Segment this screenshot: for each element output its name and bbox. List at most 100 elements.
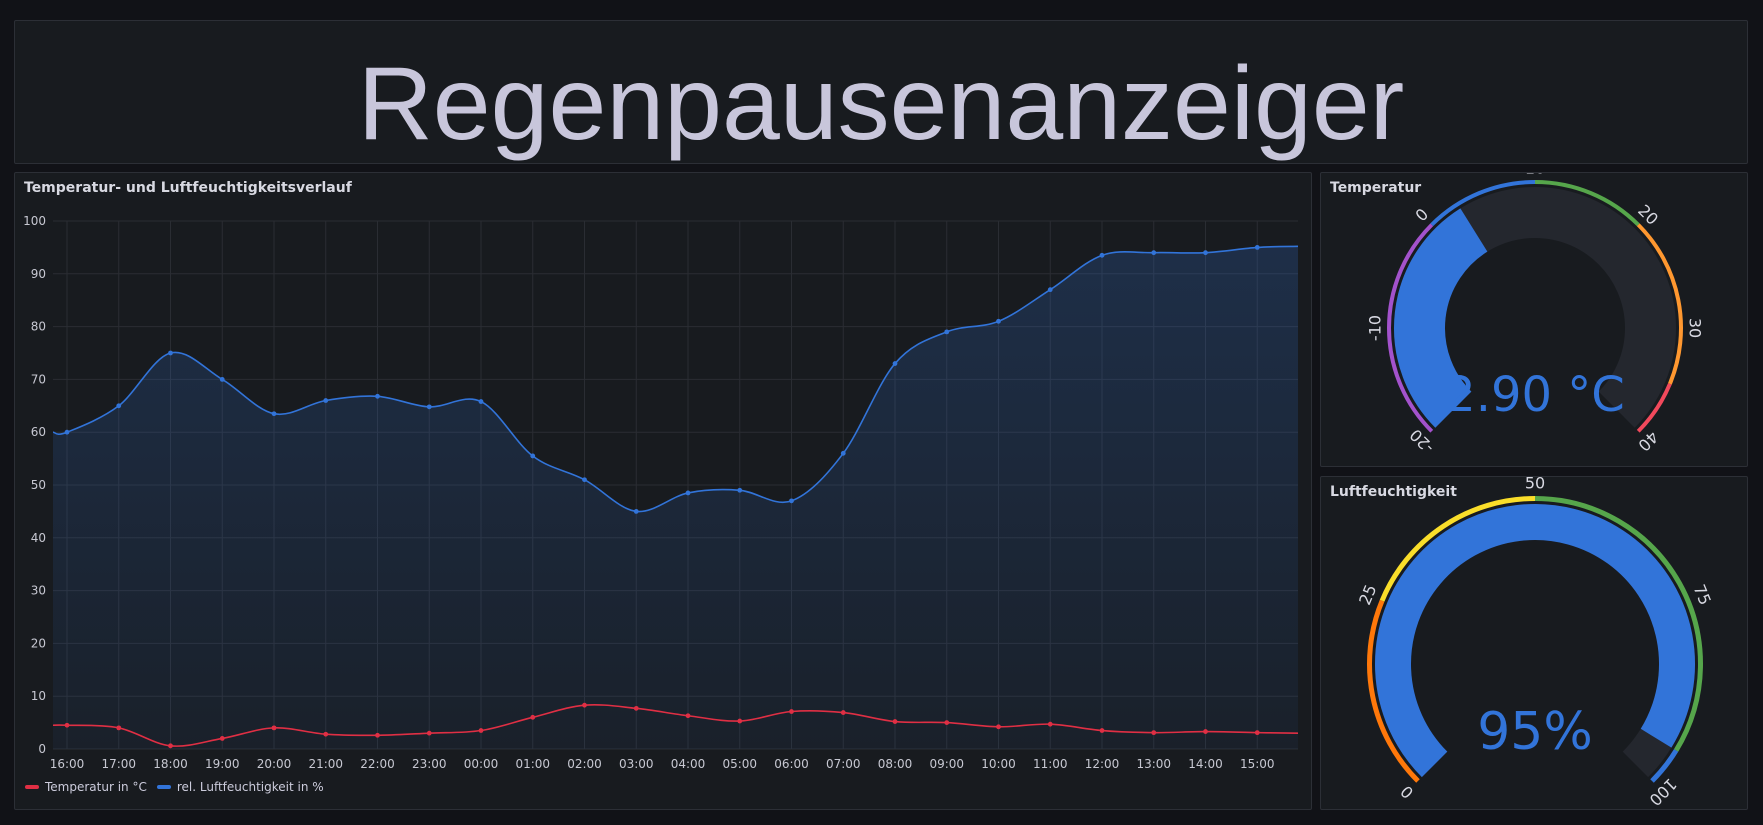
gauge-threshold-band	[1367, 599, 1420, 783]
x-tick-label: 18:00	[153, 757, 188, 771]
x-tick-label: 14:00	[1188, 757, 1223, 771]
y-tick-label: 0	[38, 742, 46, 756]
y-tick-label: 60	[31, 425, 46, 439]
x-tick-label: 17:00	[101, 757, 136, 771]
x-tick-label: 10:00	[981, 757, 1016, 771]
gauge-threshold-band	[1379, 496, 1536, 602]
temperature-point	[116, 725, 122, 731]
gauge-tick-label: -10	[1366, 315, 1385, 341]
temperature-point	[478, 728, 484, 733]
x-tick-label: 13:00	[1136, 757, 1171, 771]
humidity-point	[1099, 252, 1105, 258]
gauge-threshold-band	[1387, 223, 1434, 433]
gauge-threshold-band	[1534, 180, 1640, 227]
time-series-chart[interactable]: 0 10 20 30 40 50 60 70 80 90 100 16:00 17:00 18:00 19:…	[15, 173, 1311, 773]
x-tick-label: 11:00	[1033, 757, 1068, 771]
legend-label-humidity: rel. Luftfeuchtigkeit in %	[176, 780, 324, 794]
humidity-point	[271, 411, 277, 417]
gauge-threshold-band	[1430, 180, 1536, 227]
temperature-point	[892, 719, 898, 724]
humidity-point	[944, 329, 950, 335]
temperature-point	[1047, 721, 1053, 727]
temperature-point	[789, 709, 794, 714]
y-tick-label: 10	[31, 689, 46, 703]
x-tick-label: 22:00	[360, 757, 395, 771]
temperature-point	[944, 720, 950, 725]
temperature-point	[530, 714, 536, 720]
x-tick-label: 16:00	[50, 757, 85, 771]
temperature-series-line	[52, 703, 1299, 747]
x-tick-label: 04:00	[671, 757, 706, 771]
x-tick-label: 09:00	[929, 757, 964, 771]
humidity-point	[840, 450, 846, 456]
title-panel: Regenpausenanzeiger	[14, 20, 1748, 164]
x-tick-label: 02:00	[567, 757, 602, 771]
gauge-tick-label: 0	[1412, 205, 1433, 226]
y-tick-label: 70	[31, 372, 46, 386]
legend-label-temperature: Temperatur in °C	[45, 780, 147, 794]
gauge-tick-label: 25	[1355, 582, 1380, 608]
humidity-point	[219, 377, 225, 382]
x-tick-label: 21:00	[308, 757, 343, 771]
gauge-threshold-band	[1636, 223, 1683, 385]
humidity-point	[685, 490, 691, 496]
humidity-point	[530, 453, 536, 459]
x-tick-label: 20:00	[257, 757, 292, 771]
humidity-point	[1047, 287, 1053, 293]
gauge-tick-label: 10	[1525, 173, 1545, 178]
dashboard-title: Regenpausenanzeiger	[357, 46, 1405, 162]
x-tick-label: 07:00	[826, 757, 861, 771]
time-series-panel[interactable]: Temperatur- und Luftfeuchtigkeitsverlauf…	[14, 172, 1312, 810]
y-tick-label: 50	[31, 478, 46, 492]
humidity-point	[1254, 245, 1260, 250]
gauge-threshold-band	[1636, 383, 1672, 433]
gauge-tick-label: -20	[1406, 425, 1438, 457]
humidity-point	[1151, 250, 1157, 256]
temperature-point	[996, 724, 1001, 730]
chart-legend: Temperatur in °C rel. Luftfeuchtigkeit i…	[25, 780, 334, 794]
gauge-value-fill	[1394, 208, 1489, 428]
temperature-point	[840, 710, 846, 715]
humidity-panel-title: Luftfeuchtigkeit	[1330, 484, 1457, 500]
x-tick-label: 12:00	[1085, 757, 1120, 771]
y-tick-label: 90	[31, 267, 46, 281]
x-tick-label: 05:00	[722, 757, 757, 771]
legend-item-humidity[interactable]: rel. Luftfeuchtigkeit in %	[156, 780, 324, 794]
temperature-point	[168, 743, 173, 749]
humidity-point	[789, 498, 794, 504]
x-tick-label: 01:00	[515, 757, 550, 771]
y-tick-label: 30	[31, 584, 46, 598]
humidity-point	[892, 361, 898, 366]
y-tick-label: 20	[31, 636, 46, 650]
temperature-point	[271, 725, 277, 731]
temperature-point	[426, 730, 432, 736]
humidity-point	[478, 399, 484, 404]
humidity-point	[582, 477, 587, 483]
gauge-tick-label: 75	[1690, 582, 1715, 608]
gauge-tick-label: 50	[1525, 477, 1545, 493]
humidity-gauge-panel[interactable]: Luftfeuchtigkeit 0 25 50 75 100 95%	[1320, 476, 1748, 810]
temperature-point	[1099, 728, 1105, 733]
humidity-point	[116, 403, 122, 409]
chart-panel-title: Temperatur- und Luftfeuchtigkeitsverlauf	[24, 180, 352, 196]
gauge-tick-label: 0	[1397, 782, 1418, 803]
temperature-point	[219, 736, 225, 741]
temperature-point	[1203, 729, 1208, 734]
temperature-gauge-panel[interactable]: Temperatur -20-100102030402.90 °C	[1320, 172, 1748, 467]
humidity-point	[64, 429, 70, 435]
legend-item-temperature[interactable]: Temperatur in °C	[25, 780, 147, 794]
humidity-point	[168, 350, 173, 356]
gauge-value-fill	[1375, 504, 1695, 778]
gauge-threshold-band	[1534, 496, 1703, 752]
temperature-gauge: -20-100102030402.90 °C	[1366, 173, 1705, 457]
gauge-value-text: 95%	[1477, 702, 1593, 762]
x-tick-label: 06:00	[774, 757, 809, 771]
temperature-panel-title: Temperatur	[1330, 180, 1422, 196]
x-tick-label: 08:00	[878, 757, 913, 771]
temperature-point	[375, 732, 380, 738]
humidity-point	[633, 509, 639, 514]
x-tick-label: 00:00	[464, 757, 499, 771]
legend-swatch-temperature	[25, 785, 39, 789]
temperature-point	[685, 713, 691, 719]
